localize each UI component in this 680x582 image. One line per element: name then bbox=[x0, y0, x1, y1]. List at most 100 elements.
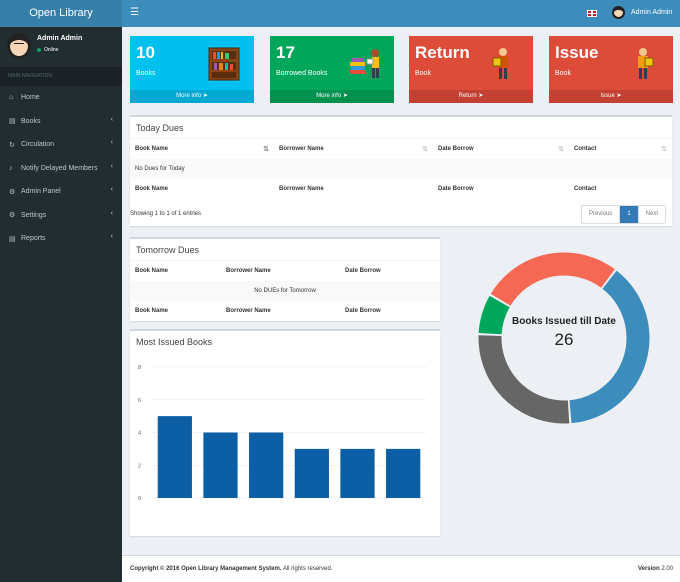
table-footer-row: Book Name Borrower Name Date Borrow bbox=[130, 301, 440, 321]
next-button[interactable]: Next bbox=[637, 206, 665, 223]
report-icon: ▤ bbox=[9, 235, 16, 243]
stat-label: Book bbox=[415, 70, 431, 77]
sidebar-menu: ⌂ Home ▤ Books ‹ ↻ Circulation ‹ ♪ Notify Delayed… bbox=[0, 86, 122, 251]
bell-icon: ♪ bbox=[9, 164, 13, 172]
sidebar-item-home[interactable]: ⌂ Home bbox=[0, 86, 122, 110]
donut-label: Books Issued till Date bbox=[512, 316, 616, 327]
status-badge: Online bbox=[37, 47, 58, 53]
chevron-left-icon: ‹ bbox=[110, 186, 113, 193]
user-menu[interactable]: Admin Admin bbox=[612, 6, 672, 19]
panel-title: Most Issued Books bbox=[136, 337, 213, 347]
column-footer: Date Borrow bbox=[438, 186, 474, 192]
previous-button[interactable]: Previous bbox=[588, 211, 613, 217]
sort-icon: ⇅ bbox=[558, 146, 564, 153]
column-footer: Book Name bbox=[135, 186, 169, 192]
bar[interactable] bbox=[386, 448, 421, 498]
bar[interactable] bbox=[294, 448, 329, 498]
most-issued-panel: Most Issued Books 0 2 4 6 8 bbox=[130, 329, 440, 536]
bar[interactable] bbox=[340, 448, 375, 498]
user-panel: Admin Admin Online bbox=[0, 27, 122, 67]
column-header[interactable]: Contact ⇅ bbox=[574, 146, 667, 153]
sidebar-item-label: Reports bbox=[21, 235, 46, 243]
bar[interactable] bbox=[249, 432, 284, 499]
sidebar-item-settings[interactable]: ⚙ Settings ‹ bbox=[0, 204, 122, 228]
sidebar-user-name: Admin Admin bbox=[37, 35, 83, 42]
books-reader-icon bbox=[350, 49, 379, 78]
more-info-link[interactable]: More info ➤ bbox=[270, 90, 394, 103]
sort-icon: ⇅ bbox=[661, 146, 667, 153]
sidebar-item-reports[interactable]: ▤ Reports ‹ bbox=[0, 227, 122, 251]
sidebar-item-notify-delayed-members[interactable]: ♪ Notify Delayed Members ‹ bbox=[0, 157, 122, 181]
column-header[interactable]: Book Name ⇅ bbox=[135, 146, 269, 153]
sidebar-item-label: Books bbox=[21, 117, 41, 125]
sidebar-item-books[interactable]: ▤ Books ‹ bbox=[0, 110, 122, 134]
empty-message: No DUEs for Tomorrow bbox=[130, 281, 440, 301]
stat-box-borrowed: 17 Borrowed Books More info ➤ bbox=[270, 36, 394, 103]
column-header[interactable]: Borrower Name ⇅ bbox=[279, 146, 428, 153]
avatar bbox=[612, 6, 625, 19]
tomorrow-dues-panel: Tomorrow Dues Book Name Borrower Name Da… bbox=[130, 237, 440, 321]
bar[interactable] bbox=[157, 416, 192, 498]
pagination: Previous 1 Next bbox=[580, 205, 666, 224]
stat-label: Books bbox=[136, 70, 156, 77]
return-book-icon bbox=[492, 48, 508, 79]
sidebar: Admin Admin Online MAIN NAVIGATION ⌂ Home… bbox=[0, 27, 122, 582]
chevron-left-icon: ‹ bbox=[110, 233, 113, 240]
more-info-link[interactable]: More info ➤ bbox=[130, 90, 254, 103]
sort-icon: ⇅ bbox=[263, 146, 269, 153]
return-link[interactable]: Return ➤ bbox=[409, 90, 533, 103]
stat-box-issue: Issue Book Issue ➤ bbox=[549, 36, 673, 103]
sidebar-item-label: Home bbox=[21, 94, 40, 102]
today-dues-table: Book Name ⇅ Borrower Name ⇅ Date Borrow ⇅ C… bbox=[130, 139, 672, 199]
y-tick-label: 8 bbox=[138, 365, 141, 371]
stat-label: Borrowed Books bbox=[276, 70, 328, 77]
sort-icon: ⇅ bbox=[422, 146, 428, 153]
sidebar-item-label: Settings bbox=[21, 211, 47, 219]
stat-value: Issue bbox=[555, 43, 599, 62]
column-header[interactable]: Date Borrow ⇅ bbox=[438, 146, 564, 153]
chevron-left-icon: ‹ bbox=[110, 162, 113, 170]
table-row: No Dues for Today bbox=[130, 159, 672, 179]
avatar bbox=[7, 33, 31, 59]
donut-slice[interactable] bbox=[464, 238, 664, 438]
table-info: Showing 1 to 1 of 1 entries bbox=[130, 211, 202, 217]
copyright: Copyright © 2016 Open Library Management… bbox=[130, 566, 333, 572]
sidebar-item-circulation[interactable]: ↻ Circulation ‹ bbox=[0, 133, 122, 157]
empty-message: No Dues for Today bbox=[130, 159, 672, 179]
sidebar-item-label: Circulation bbox=[21, 141, 55, 149]
book-icon: ▤ bbox=[9, 118, 16, 126]
table-row: No DUEs for Tomorrow bbox=[130, 281, 440, 301]
stat-value: Return bbox=[415, 43, 470, 62]
books-issued-donut-chart bbox=[464, 238, 664, 438]
sidebar-item-label: Notify Delayed Members bbox=[21, 164, 98, 172]
chevron-left-icon: ‹ bbox=[110, 115, 113, 123]
sidebar-item-label: Admin Panel bbox=[21, 188, 61, 196]
column-header[interactable]: Book Name bbox=[135, 268, 169, 274]
table-header-row: Book Name Borrower Name Date Borrow bbox=[130, 261, 440, 281]
bar[interactable] bbox=[203, 432, 238, 499]
column-footer: Book Name bbox=[135, 308, 169, 314]
language-flag-icon[interactable] bbox=[587, 10, 597, 17]
page-footer: Copyright © 2016 Open Library Management… bbox=[122, 555, 680, 582]
refresh-icon: ↻ bbox=[9, 141, 15, 149]
today-dues-panel: Today Dues Book Name ⇅ Borrower Name ⇅ Dat… bbox=[130, 115, 672, 226]
sidebar-item-admin-panel[interactable]: ⚙ Admin Panel ‹ bbox=[0, 180, 122, 204]
donut-slice[interactable] bbox=[464, 238, 664, 438]
panel-title: Tomorrow Dues bbox=[130, 239, 440, 261]
column-footer: Borrower Name bbox=[226, 308, 271, 314]
tomorrow-dues-table: Book Name Borrower Name Date Borrow No D… bbox=[130, 261, 440, 321]
menu-toggle-icon[interactable]: ☰ bbox=[130, 7, 139, 18]
column-header[interactable]: Date Borrow bbox=[345, 268, 381, 274]
table-footer-row: Book Name Borrower Name Date Borrow Cont… bbox=[130, 179, 672, 199]
most-issued-bar-chart: 0 2 4 6 8 bbox=[138, 365, 426, 502]
issue-link[interactable]: Issue ➤ bbox=[549, 90, 673, 103]
stat-box-return: Return Book Return ➤ bbox=[409, 36, 533, 103]
donut-slice[interactable] bbox=[478, 252, 650, 424]
column-footer: Borrower Name bbox=[279, 186, 324, 192]
app-logo[interactable]: Open Library bbox=[0, 0, 122, 27]
y-tick-label: 0 bbox=[138, 496, 141, 502]
page-1-button[interactable]: 1 bbox=[619, 206, 638, 223]
column-header[interactable]: Borrower Name bbox=[226, 268, 271, 274]
home-icon: ⌂ bbox=[9, 94, 14, 102]
version: Version 2.00 bbox=[637, 566, 673, 572]
